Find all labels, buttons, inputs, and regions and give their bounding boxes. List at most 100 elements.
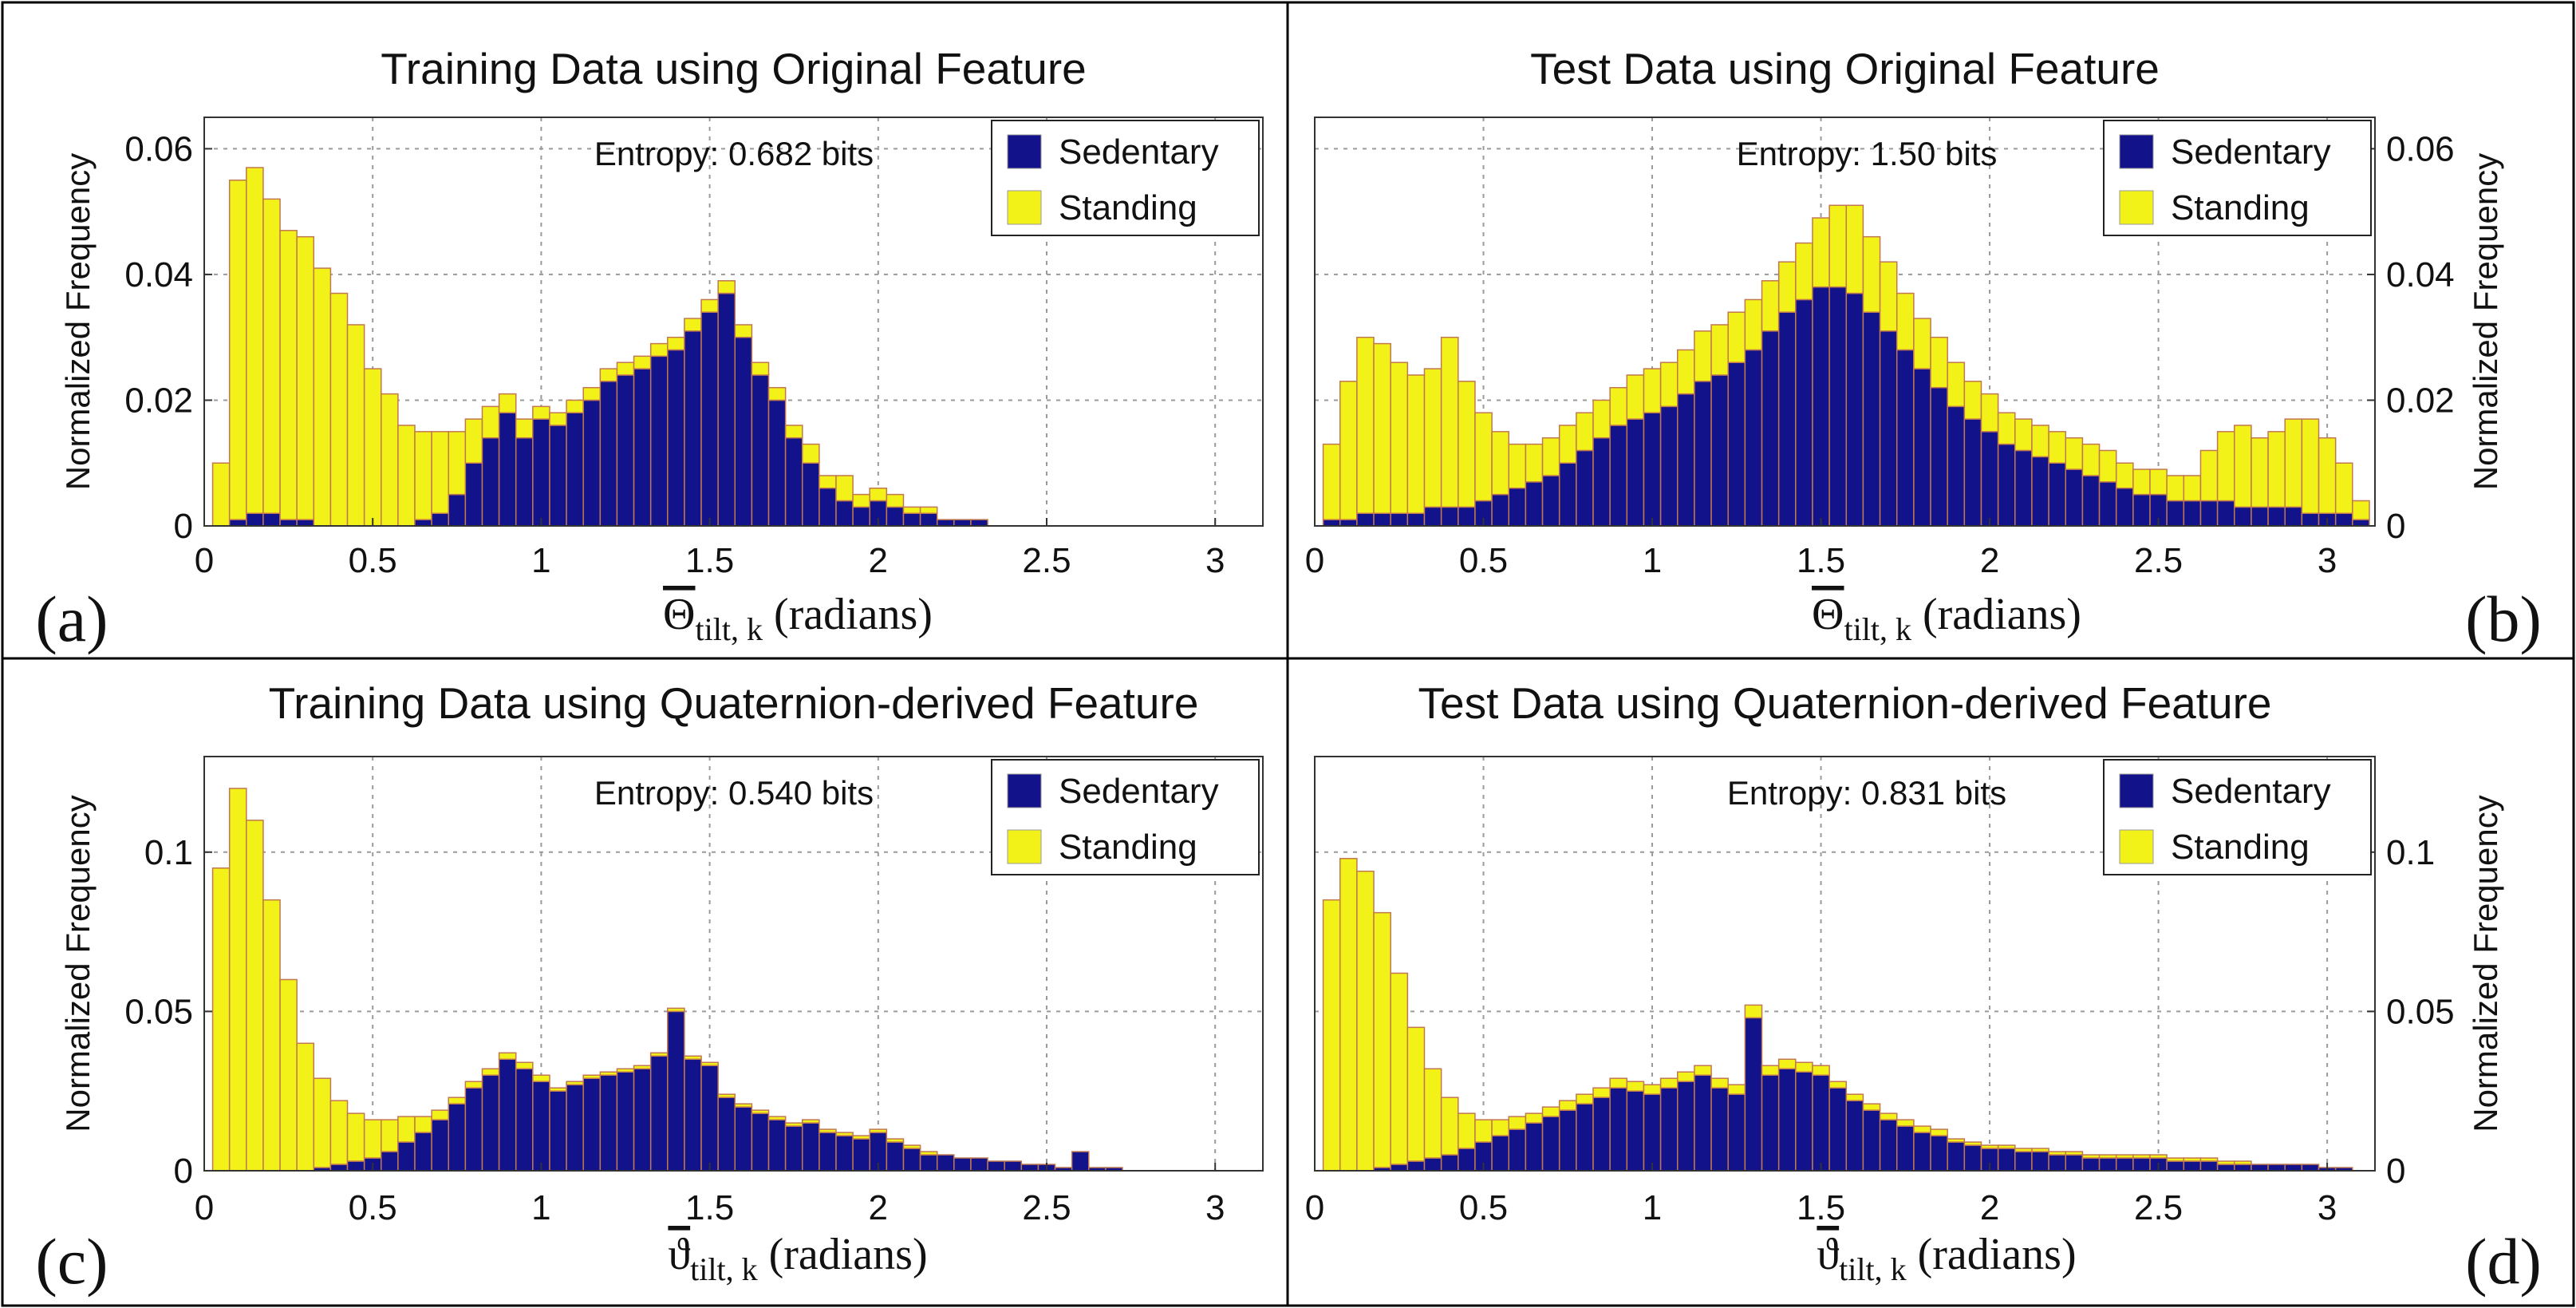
bar-sedentary: [2098, 481, 2117, 527]
bar-standing: [1761, 1065, 1780, 1076]
y-axis-label: Normalized Frequency: [2467, 795, 2504, 1132]
bar-standing: [784, 425, 803, 439]
bar-standing: [1710, 1077, 1729, 1089]
bar-standing: [414, 431, 432, 520]
bar-sedentary: [819, 1132, 837, 1172]
x-tick-label: 2: [869, 541, 888, 580]
y-tick-label: 0.02: [124, 381, 193, 420]
bar-sedentary: [751, 1112, 770, 1172]
bar-sedentary: [566, 1084, 584, 1172]
bar-standing: [1659, 362, 1679, 408]
bar-standing: [211, 462, 231, 527]
bar-sedentary: [2251, 1164, 2269, 1172]
bar-sedentary: [1609, 1087, 1628, 1172]
bar-sedentary: [919, 1154, 938, 1172]
bar-sedentary: [498, 412, 517, 527]
entropy-annotation: Entropy: 0.682 bits: [594, 135, 874, 172]
y-tick-label: 0.05: [124, 992, 193, 1031]
bar-sedentary: [1558, 462, 1577, 527]
bar-standing: [1322, 899, 1341, 1172]
bar-sedentary: [835, 1135, 854, 1172]
bar-sedentary: [616, 374, 635, 527]
x-axis-unit: (radians): [769, 1230, 928, 1279]
bar-standing: [2216, 1160, 2235, 1165]
bar-standing: [1592, 1087, 1611, 1098]
bar-standing: [1694, 330, 1712, 382]
y-tick-label: 0: [2386, 1152, 2405, 1191]
bar-standing: [2132, 468, 2151, 496]
bar-sedentary: [1727, 1093, 1746, 1172]
bar-standing: [2081, 443, 2101, 476]
bar-sedentary: [1643, 1093, 1662, 1172]
bar-standing: [1474, 412, 1493, 502]
bar-standing: [1423, 368, 1442, 508]
bar-standing: [667, 1007, 685, 1013]
bar-sedentary: [464, 462, 483, 527]
legend-swatch: [2119, 134, 2154, 169]
bar-standing: [902, 1144, 921, 1149]
panel-letter: (d): [2465, 1225, 2542, 1298]
bar-sedentary: [767, 399, 787, 527]
bar-sedentary: [902, 1148, 921, 1172]
bar-sedentary: [549, 425, 567, 527]
bar-standing: [582, 386, 602, 401]
bar-sedentary: [684, 1058, 702, 1172]
bar-standing: [2048, 1151, 2067, 1156]
legend-label: Sedentary: [2171, 132, 2331, 172]
x-tick-label: 2: [1980, 1188, 1999, 1227]
bar-sedentary: [1592, 1097, 1611, 1172]
bar-sedentary: [2132, 493, 2151, 527]
bar-sedentary: [1576, 1103, 1594, 1172]
bar-standing: [734, 1103, 753, 1108]
x-tick-label: 0.5: [1459, 541, 1508, 580]
entropy-annotation: Entropy: 1.50 bits: [1737, 135, 1998, 172]
bar-standing: [2301, 418, 2320, 514]
bar-sedentary: [649, 1055, 669, 1172]
bar-standing: [1963, 1141, 1982, 1146]
bar-standing: [1997, 412, 2016, 445]
legend: Sedentary Standing: [991, 120, 1260, 236]
bar-sedentary: [802, 462, 820, 527]
bar-standing: [1508, 1116, 1527, 1130]
bar-standing: [262, 198, 281, 514]
bar-sedentary: [1710, 374, 1729, 527]
bar-sedentary: [1980, 431, 1999, 527]
bar-standing: [464, 418, 483, 464]
bar-standing: [902, 506, 921, 514]
bar-standing: [481, 1068, 500, 1076]
legend-label: Sedentary: [1059, 132, 1219, 172]
legend-label: Sedentary: [2171, 772, 2331, 811]
bar-standing: [481, 405, 500, 439]
bar-standing: [448, 1097, 467, 1104]
bar-standing: [852, 493, 870, 508]
x-axis-symbol: ϑ: [668, 1230, 690, 1279]
bar-standing: [329, 1100, 349, 1165]
bar-standing: [919, 1151, 938, 1156]
x-tick-label: 3: [2318, 1188, 2337, 1227]
bar-sedentary: [1373, 512, 1391, 527]
bar-sedentary: [1440, 1154, 1459, 1172]
y-tick-label: 0.05: [2386, 992, 2455, 1031]
bar-sedentary: [1339, 519, 1358, 527]
bar-standing: [2334, 462, 2353, 514]
bar-standing: [649, 1052, 669, 1057]
bar-sedentary: [700, 1065, 719, 1172]
y-tick-label: 0.04: [2386, 255, 2455, 294]
entropy-annotation: Entropy: 0.831 bits: [1727, 774, 2006, 812]
bar-sedentary: [953, 519, 972, 527]
bar-standing: [717, 1093, 736, 1098]
legend-label: Standing: [1059, 188, 1197, 227]
x-tick-label: 2.5: [2134, 541, 2183, 580]
x-axis-subscript: tilt, k: [1839, 1251, 1906, 1287]
bar-standing: [1828, 1081, 1848, 1089]
bar-sedentary: [2065, 1154, 2084, 1172]
bar-sedentary: [1659, 405, 1679, 527]
bar-standing: [852, 1135, 870, 1140]
bar-sedentary: [684, 330, 702, 527]
bar-sedentary: [1862, 1109, 1881, 1172]
bar-standing: [1828, 204, 1848, 288]
legend: Sedentary Standing: [2103, 759, 2372, 875]
bar-sedentary: [2352, 519, 2370, 527]
panel-b: 0 0.5 1 1.5 2 2.5 3 0 0.02 0.04 0.06 Normalized Fre…: [1305, 44, 2542, 655]
legend-swatch: [1007, 773, 1042, 808]
